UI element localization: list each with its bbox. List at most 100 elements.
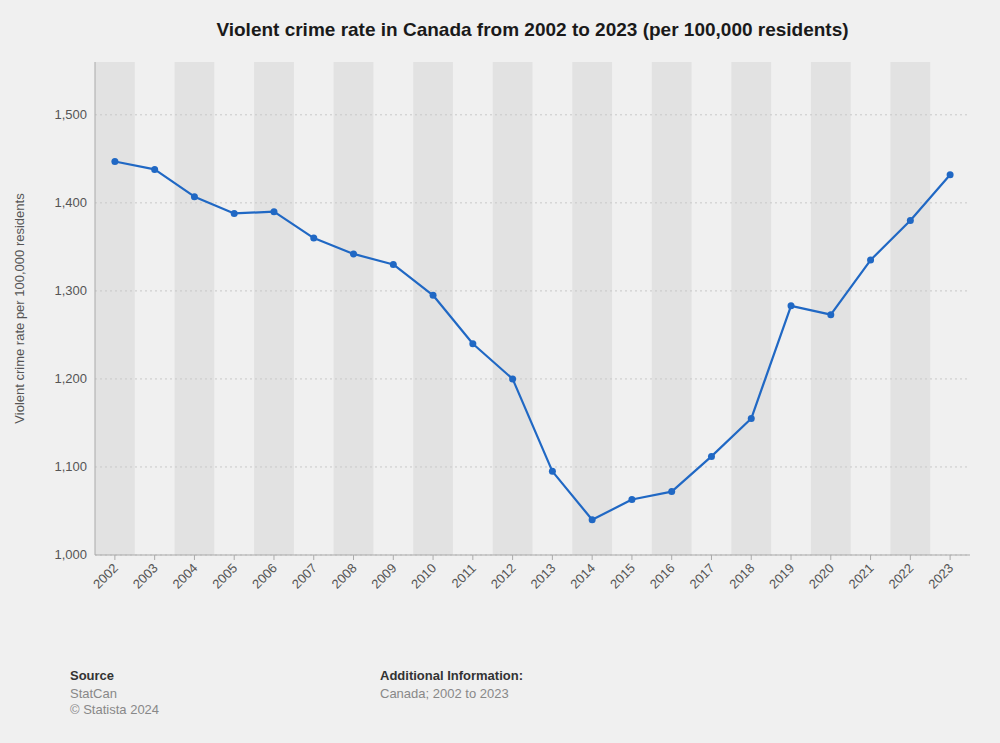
point (668, 488, 675, 495)
x-tick-label: 2012 (488, 561, 519, 592)
y-tick-label: 1,200 (54, 371, 87, 386)
column-band (572, 62, 612, 555)
footer-line: Canada; 2002 to 2023 (380, 686, 509, 701)
point (310, 235, 317, 242)
x-tick (472, 555, 473, 560)
x-tick (114, 555, 115, 560)
grid-line (95, 378, 970, 379)
x-tick (592, 555, 593, 560)
x-tick (751, 555, 752, 560)
series-group (111, 158, 953, 523)
x-tick (433, 555, 434, 560)
x-tick-label: 2005 (209, 561, 240, 592)
footer-label: Source (70, 668, 114, 683)
footer-text: Canada; 2002 to 2023 (380, 686, 509, 701)
point (469, 340, 476, 347)
point (907, 217, 914, 224)
footer-line: © Statista 2024 (70, 702, 159, 717)
column-band (493, 62, 533, 555)
x-tick-label: 2023 (925, 561, 956, 592)
x-tick (631, 555, 632, 560)
x-tick (154, 555, 155, 560)
point (111, 158, 118, 165)
x-tick-label: 2020 (806, 561, 837, 592)
point (350, 250, 357, 257)
x-axis-line (95, 555, 970, 556)
x-tick-label: 2011 (449, 561, 479, 591)
column-band (334, 62, 374, 555)
x-tick-label: 2008 (329, 561, 360, 592)
grid-line (95, 202, 970, 203)
x-tick (512, 555, 513, 560)
x-tick (234, 555, 235, 560)
x-tick-label: 2009 (368, 561, 399, 592)
chart: 1,0001,1001,2001,3001,4001,5002002200320… (0, 0, 1000, 743)
x-tick-label: 2021 (846, 561, 877, 592)
point (191, 193, 198, 200)
x-tick (791, 555, 792, 560)
point (390, 261, 397, 268)
point (628, 496, 635, 503)
x-tick-label: 2016 (647, 561, 678, 592)
x-tick (870, 555, 871, 560)
background (0, 0, 1000, 743)
y-tick-label: 1,100 (54, 459, 87, 474)
x-tick-label: 2010 (408, 561, 439, 592)
point (549, 468, 556, 475)
point (708, 453, 715, 460)
point (788, 302, 795, 309)
column-band (95, 62, 135, 555)
column-band (652, 62, 692, 555)
y-tick-label: 1,300 (54, 283, 87, 298)
point (231, 210, 238, 217)
y-axis-label: Violent crime rate per 100,000 residents (12, 193, 27, 424)
x-tick (194, 555, 195, 560)
x-tick-label: 2003 (130, 561, 161, 592)
point (947, 171, 954, 178)
point (867, 257, 874, 264)
x-tick-label: 2018 (726, 561, 757, 592)
point (430, 292, 437, 299)
footer-label: Additional Information: (380, 668, 523, 683)
x-tick (950, 555, 951, 560)
x-tick (671, 555, 672, 560)
footer-line: StatCan (70, 686, 117, 701)
y-tick-label: 1,500 (54, 107, 87, 122)
x-tick-label: 2002 (90, 561, 121, 592)
x-tick-label: 2004 (169, 561, 200, 592)
point (589, 516, 596, 523)
x-tick (353, 555, 354, 560)
point (151, 166, 158, 173)
y-axis-line (95, 62, 96, 555)
point (748, 415, 755, 422)
x-tick (552, 555, 553, 560)
column-band (731, 62, 771, 555)
column-band (890, 62, 930, 555)
x-tick-label: 2007 (289, 561, 320, 592)
footer-text: StatCan© Statista 2024 (70, 686, 159, 717)
grid-line (95, 555, 970, 556)
x-tick-label: 2013 (527, 561, 558, 592)
x-tick-label: 2022 (885, 561, 916, 592)
x-tick-label: 2014 (567, 561, 598, 592)
column-band (175, 62, 215, 555)
line (115, 161, 950, 519)
x-tick-label: 2017 (687, 561, 718, 592)
x-tick (393, 555, 394, 560)
x-tick-label: 2015 (607, 561, 638, 592)
x-tick (711, 555, 712, 560)
point (509, 375, 516, 382)
x-tick (313, 555, 314, 560)
x-tick-label: 2019 (766, 561, 797, 592)
column-band (811, 62, 851, 555)
grid-line (95, 114, 970, 115)
x-tick (273, 555, 274, 560)
point (827, 311, 834, 318)
grid-line (95, 466, 970, 467)
grid-line (95, 290, 970, 291)
title: Violent crime rate in Canada from 2002 t… (216, 19, 848, 40)
x-tick (830, 555, 831, 560)
column-band (254, 62, 294, 555)
y-tick-label: 1,400 (54, 195, 87, 210)
x-tick (910, 555, 911, 560)
